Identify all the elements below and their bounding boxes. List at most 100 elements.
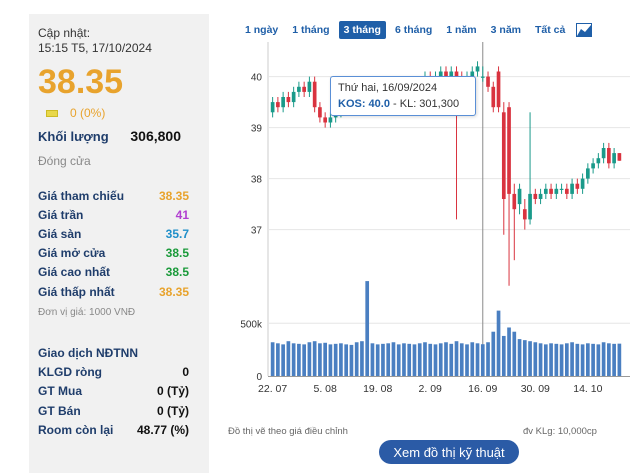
stat-row-low: Giá thấp nhất 38.35 [38, 282, 201, 301]
foreign-trading-title: Giao dịch NĐTNN [38, 346, 139, 361]
volume-bar [501, 335, 506, 376]
candle-body [475, 66, 480, 72]
candle-body [507, 107, 511, 194]
stat-row-open: Giá mở cửa 38.5 [38, 244, 201, 263]
price-tick-label: 39 [251, 124, 263, 135]
candle-body [554, 188, 559, 194]
volume-bar [276, 343, 280, 376]
stat-row-ceiling: Giá trần 41 [38, 205, 201, 224]
candle-body [501, 112, 506, 199]
volume-bar [407, 343, 412, 376]
stat-value: 38.5 [165, 265, 189, 280]
date-tick-label: 16. 09 [468, 383, 497, 395]
volume-bar [580, 344, 585, 376]
date-tick-label: 22. 07 [258, 383, 287, 395]
foreign-row-buy-value: GT Mua 0 (Tỷ) [38, 382, 201, 402]
stat-label: Giá tham chiếu [38, 188, 125, 203]
candle-body [323, 117, 328, 123]
stat-row-high: Giá cao nhất 38.5 [38, 263, 201, 282]
candle-body [291, 91, 296, 103]
candlestick-chart-svg: 40 39 38 37 500k 022. 07 5. 08 19. 08 2. 09 16. 0… [240, 42, 630, 395]
candle-body [312, 81, 317, 108]
update-label: Cập nhật: [38, 26, 91, 40]
chart-tooltip: Thứ hai, 16/09/2024 KOS: 40.0 - KL: 301,… [330, 76, 476, 116]
stat-value: 38.35 [158, 188, 189, 203]
volume-tick-label: 500k [240, 319, 263, 330]
volume-bar [486, 342, 490, 376]
candle-body [580, 178, 585, 189]
candle-body [528, 193, 532, 220]
candle-body [612, 153, 616, 164]
volume-bar [360, 341, 364, 376]
volume-bar [470, 342, 475, 376]
foreign-value: 0 (Tỷ) [156, 403, 189, 418]
volume-bar [396, 344, 401, 376]
price-tick-label: 40 [251, 73, 263, 84]
candle-body [491, 86, 496, 108]
candle-body [444, 71, 448, 77]
candle-body [549, 188, 553, 194]
volume-bar [286, 341, 291, 376]
volume-bar [302, 344, 306, 376]
price-chart[interactable]: 40 39 38 37 500k 0 22. 07 5. 08 19. 08 2. 09 16. 0… [240, 42, 630, 442]
price-unit-note: Đơn vị giá: 1000 VNĐ [38, 307, 136, 319]
volume-bar [496, 310, 501, 376]
volume-bar [375, 344, 380, 376]
volume-bar [522, 340, 527, 376]
tab-3-years[interactable]: 3 năm [490, 24, 522, 36]
foreign-value: 48.77 (%) [136, 423, 189, 438]
tooltip-date: Thứ hai, 16/09/2024 [338, 82, 438, 94]
volume-bar [570, 342, 574, 376]
date-tick-label: 30. 09 [521, 383, 550, 395]
tab-1-day[interactable]: 1 ngày [245, 24, 279, 36]
volume-tick-label: 0 [256, 372, 262, 383]
foreign-label: GT Mua [38, 384, 82, 399]
stat-row-floor: Giá sàn 35.7 [38, 224, 201, 243]
volume-bar [480, 344, 485, 376]
stat-label: Giá trần [38, 207, 84, 222]
candle-body [276, 102, 280, 108]
volume-bar [538, 343, 543, 376]
candle-body [559, 188, 564, 190]
technical-chart-button[interactable]: Xem đồ thị kỹ thuật [379, 440, 519, 464]
volume-bar [564, 343, 569, 376]
candle-body [470, 71, 475, 77]
tab-3-months[interactable]: 3 tháng [338, 21, 386, 39]
candle-body [575, 183, 580, 189]
volume-bar [354, 342, 359, 376]
update-time: 15:15 T5, 17/10/2024 [38, 41, 152, 55]
area-chart-icon[interactable] [576, 23, 593, 37]
volume-bar [507, 327, 511, 376]
volume-bar [344, 344, 349, 376]
tab-1-year[interactable]: 1 năm [446, 24, 477, 36]
date-tick-label: 2. 09 [419, 383, 443, 395]
volume-bar [454, 341, 459, 376]
volume-bar [554, 343, 559, 376]
tab-6-months[interactable]: 6 tháng [394, 24, 433, 36]
candle-body [496, 71, 501, 108]
volume-bar [491, 331, 496, 376]
candle-body [486, 76, 490, 87]
price-change-row: 0 (0%) [38, 106, 201, 120]
tab-1-month[interactable]: 1 tháng [292, 24, 330, 36]
volume-bar [533, 342, 538, 376]
candle-body [286, 97, 291, 103]
volume-bar [270, 342, 275, 376]
candle-body [318, 107, 322, 118]
date-tick-label: 14. 10 [573, 383, 602, 395]
stat-label: Giá mở cửa [38, 246, 106, 261]
volume-bar [617, 343, 622, 376]
volume-bar [438, 343, 443, 376]
volume-bar [339, 343, 343, 376]
volume-bar [575, 343, 580, 376]
tab-all[interactable]: Tất cả [535, 24, 566, 36]
chart-adjusted-note: Đồ thị vẽ theo giá điều chỉnh [228, 426, 348, 437]
foreign-label: Room còn lại [38, 423, 114, 438]
foreign-label: GT Bán [38, 403, 81, 418]
date-tick-label: 19. 08 [363, 383, 392, 395]
volume-row: Khối lượng 306,800 [38, 128, 201, 144]
candle-body [438, 71, 443, 77]
stat-label: Giá cao nhất [38, 265, 111, 280]
candle-body [596, 158, 601, 164]
candle-body [533, 193, 538, 199]
